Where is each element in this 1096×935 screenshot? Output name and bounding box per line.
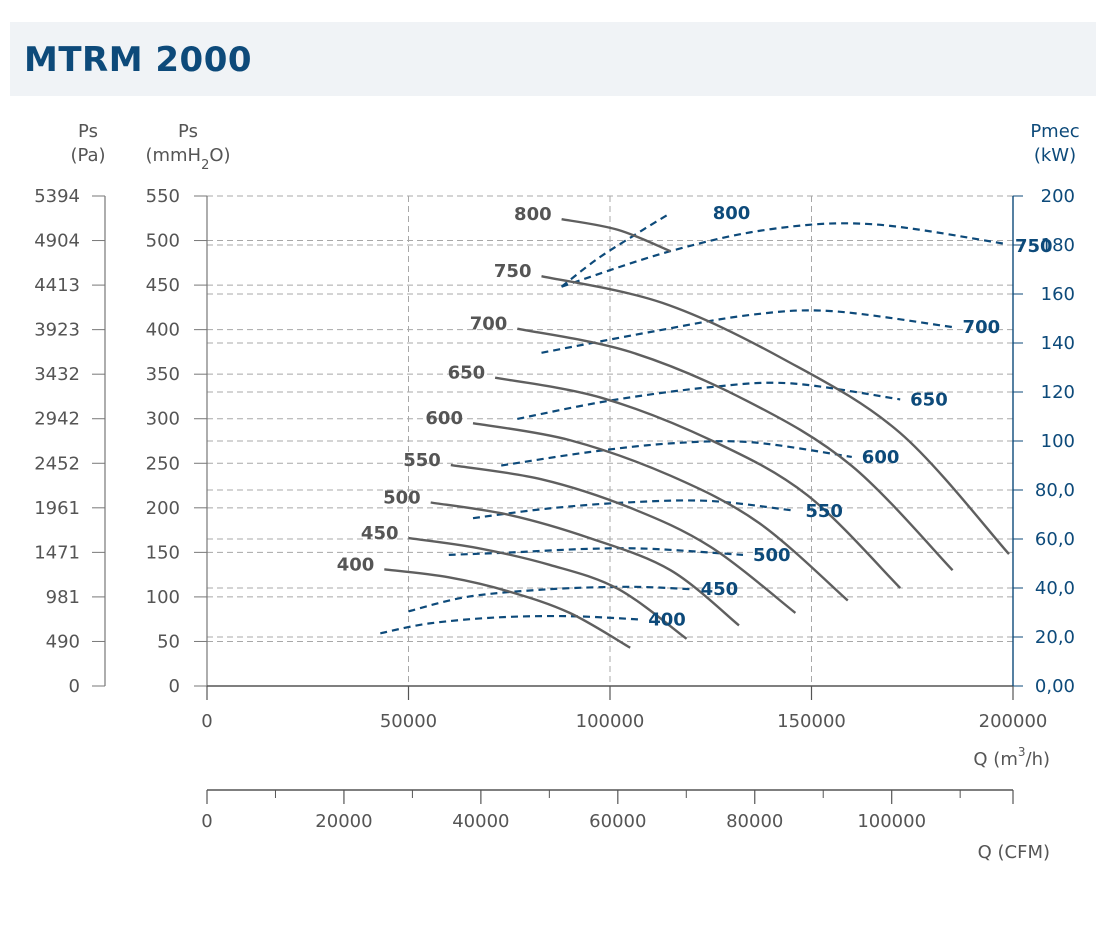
cfm-tick-label: 80000 (726, 811, 783, 832)
power-curve-400 (380, 614, 639, 635)
x-tick-label: 150000 (777, 711, 846, 732)
pa-tick-label: 1961 (34, 498, 80, 519)
power-label-650: 650 (910, 389, 948, 410)
pressure-curves (384, 218, 1010, 649)
pressure-curve-750 (541, 275, 1010, 555)
pressure-curve-550 (450, 463, 797, 614)
pressure-label-550: 550 (403, 450, 441, 471)
x-axis-label: Q (m3/h) (973, 745, 1050, 770)
pmec-tick-label: 140 (1041, 333, 1075, 354)
pmec-tick-label: 0,00 (1035, 676, 1075, 697)
pmec-tick-label: 160 (1041, 284, 1075, 305)
pressure-label-500: 500 (383, 487, 421, 508)
mm-tick-label: 300 (146, 409, 180, 430)
pressure-label-750: 750 (494, 261, 532, 282)
mm-tick-label: 350 (146, 364, 180, 385)
chart-title: MTRM 2000 (24, 40, 253, 80)
pa-axis-header-2: (Pa) (70, 145, 105, 166)
pmec-tick-label: 60,0 (1035, 529, 1075, 550)
pa-tick-label: 4413 (34, 275, 80, 296)
cfm-tick-label: 20000 (315, 811, 372, 832)
pa-tick-label: 0 (69, 676, 80, 697)
pressure-label-800: 800 (514, 204, 552, 225)
cfm-tick-label: 100000 (857, 811, 926, 832)
power-curve-450 (408, 585, 691, 613)
pressure-curve-400 (384, 568, 631, 649)
power-label-750: 750 (1015, 236, 1053, 257)
power-curves (380, 212, 1006, 635)
pa-tick-label: 4904 (34, 231, 80, 252)
mm-tick-label: 400 (146, 320, 180, 341)
pa-tick-label: 2942 (34, 409, 80, 430)
x-tick-label: 200000 (979, 711, 1048, 732)
mm-tick-label: 150 (146, 542, 180, 563)
pmec-tick-label: 80,0 (1035, 480, 1075, 501)
mm-tick-label: 50 (157, 631, 180, 652)
mm-tick-label: 550 (146, 186, 180, 207)
mm-axis-header-2: (mmH2O) (145, 145, 230, 173)
cfm-axis-label: Q (CFM) (978, 842, 1050, 863)
curve-labels: 400 450 500 550 600 650 700 750 800 400 450 500 550 6… (337, 203, 1053, 630)
x-tick-label: 100000 (576, 711, 645, 732)
cfm-tick-label: 0 (201, 811, 212, 832)
power-label-700: 700 (963, 317, 1001, 338)
pa-tick-label: 3923 (34, 320, 80, 341)
pa-tick-label: 490 (46, 631, 80, 652)
tick-labels: 0 490 981 1471 1961 2452 2942 3432 3923 4413 4904 5… (34, 186, 1075, 832)
power-curve-700 (541, 309, 953, 354)
pressure-curve-500 (430, 501, 740, 627)
pressure-curve-450 (408, 536, 688, 640)
power-label-400: 400 (648, 609, 686, 630)
pmec-axis-header-1: Pmec (1030, 121, 1079, 142)
pa-tick-label: 3432 (34, 364, 80, 385)
x-tick-label: 0 (201, 711, 212, 732)
power-label-550: 550 (805, 501, 843, 522)
pmec-axis-header-2: (kW) (1034, 145, 1076, 166)
power-curve-550 (472, 499, 796, 520)
mm-tick-label: 450 (146, 275, 180, 296)
pmec-tick-label: 200 (1041, 186, 1075, 207)
pmec-tick-label: 180 (1041, 235, 1075, 256)
title-bar (10, 22, 1096, 96)
pmec-tick-label: 20,0 (1035, 627, 1075, 648)
pressure-label-600: 600 (425, 408, 463, 429)
pressure-label-450: 450 (361, 523, 399, 544)
power-curve-800 (560, 212, 672, 288)
pressure-curve-600 (472, 422, 849, 602)
power-curve-650 (517, 381, 901, 420)
x-tick-label: 50000 (380, 711, 437, 732)
power-label-600: 600 (862, 447, 900, 468)
pa-tick-label: 5394 (34, 186, 80, 207)
mm-tick-label: 500 (146, 231, 180, 252)
pressure-curve-700 (517, 327, 954, 572)
pmec-tick-label: 40,0 (1035, 578, 1075, 599)
pa-tick-label: 2452 (34, 453, 80, 474)
pa-tick-label: 1471 (34, 542, 80, 563)
pmec-tick-label: 100 (1041, 431, 1075, 452)
mm-tick-label: 200 (146, 498, 180, 519)
mm-axis-header-1: Ps (178, 121, 198, 142)
power-curve-600 (501, 440, 852, 467)
pressure-curve-800 (561, 218, 671, 253)
cfm-tick-label: 40000 (452, 811, 509, 832)
pressure-curve-650 (494, 376, 902, 589)
power-label-450: 450 (701, 579, 739, 600)
mm-tick-label: 100 (146, 587, 180, 608)
mm-tick-label: 250 (146, 453, 180, 474)
pressure-label-650: 650 (448, 363, 486, 384)
pmec-tick-label: 120 (1041, 382, 1075, 403)
axes (92, 195, 1023, 804)
power-label-500: 500 (753, 545, 791, 566)
power-curve-750 (561, 222, 1006, 288)
cfm-tick-label: 60000 (589, 811, 646, 832)
grid (207, 195, 1013, 686)
power-label-800: 800 (713, 203, 751, 224)
mm-tick-label: 0 (169, 676, 180, 697)
pa-tick-label: 981 (46, 587, 80, 608)
pressure-label-700: 700 (470, 314, 508, 335)
pressure-label-400: 400 (337, 554, 375, 575)
pa-axis-header-1: Ps (78, 121, 98, 142)
